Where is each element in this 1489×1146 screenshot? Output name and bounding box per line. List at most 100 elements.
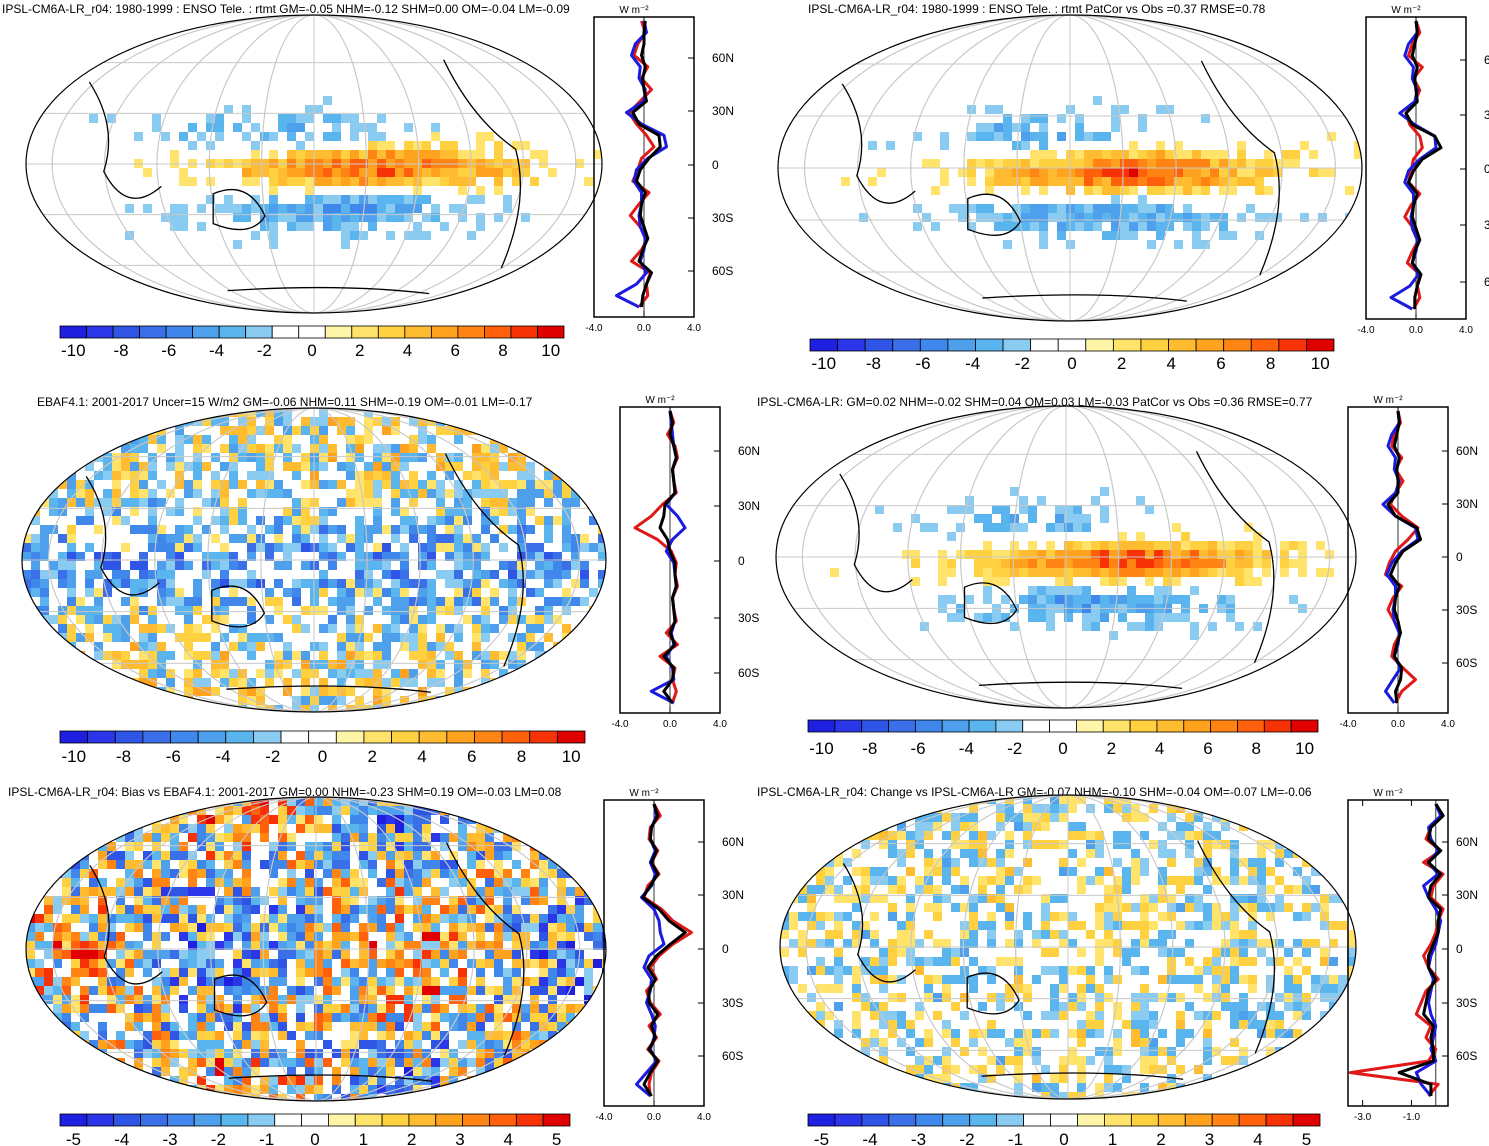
colorbar-tick-label: 6 xyxy=(451,341,460,360)
colorbar-swatch xyxy=(1306,338,1335,352)
longitude-gridline xyxy=(1016,15,1124,321)
colorbar-swatch xyxy=(837,338,866,352)
colorbar-tick-label: 2 xyxy=(407,1130,416,1146)
lat-tick-label: 60N xyxy=(1456,444,1478,458)
colorbar-tick-label: -4 xyxy=(209,341,224,360)
longitude-gridline xyxy=(857,15,1283,321)
colorbar-swatch xyxy=(484,325,512,339)
longitude-gridline xyxy=(262,797,370,1101)
colorbar-tick-label: 10 xyxy=(1295,739,1314,758)
colorbar-tick-label: -4 xyxy=(862,1130,877,1146)
longitude-gridline xyxy=(208,15,420,313)
colorbar-swatch xyxy=(274,1113,302,1127)
lat-tick-label: 0 xyxy=(1456,550,1463,564)
colorbar-tick-label: -3 xyxy=(162,1130,177,1146)
colorbar-tick-label: -4 xyxy=(965,354,980,373)
lat-tick-label: 60N xyxy=(738,444,760,458)
longitude-gridline xyxy=(801,406,1331,708)
colorbar-swatch xyxy=(996,1113,1024,1127)
panel-title: IPSL-CM6A-LR_r04: Change vs IPSL-CM6A-LR… xyxy=(757,785,1312,799)
colorbar-swatch xyxy=(968,719,997,733)
colorbar-swatch xyxy=(1278,338,1307,352)
colorbar-swatch xyxy=(1250,338,1280,352)
panel-1: IPSL-CM6A-LR_r04: 1980-1999 : ENSO Tele.… xyxy=(2,2,734,360)
colorbar-tick-label: 6 xyxy=(1216,354,1225,373)
longitude-gridline xyxy=(858,795,1278,1099)
colorbar-swatch xyxy=(1102,719,1131,733)
panel-5: IPSL-CM6A-LR_r04: Bias vs EBAF4.1: 2001-… xyxy=(8,785,744,1146)
colorbar-swatch xyxy=(381,1113,410,1127)
colorbar-swatch xyxy=(834,719,863,733)
lat-tick-label: 60S xyxy=(1456,1049,1477,1063)
colorbar-swatch xyxy=(995,719,1024,733)
colorbar-tick-label: 4 xyxy=(1167,354,1176,373)
colorbar-swatch xyxy=(1237,719,1265,733)
lat-tick-label: 30N xyxy=(722,888,744,902)
map-border xyxy=(25,14,603,314)
lat-tick-label: 30N xyxy=(738,499,760,513)
colorbar-swatch xyxy=(1210,719,1238,733)
colorbar-swatch xyxy=(170,730,199,744)
coastline xyxy=(842,840,1276,1080)
lat-tick-label: 0 xyxy=(1456,942,1463,956)
lat-tick-label: 6 xyxy=(1484,53,1489,67)
colorbar-swatch xyxy=(1140,338,1169,352)
colorbar-swatch xyxy=(408,1113,437,1127)
longitude-gridline xyxy=(51,15,577,313)
lat-tick-label: 60S xyxy=(712,264,733,278)
lat-tick-label: 30N xyxy=(1456,497,1478,511)
profile-x-tick-label: 4.0 xyxy=(1459,325,1473,336)
profile-x-tick-label: 0.0 xyxy=(1391,719,1405,730)
colorbar-tick-label: -2 xyxy=(211,1130,226,1146)
colorbar-tick-label: -8 xyxy=(862,739,877,758)
colorbar-swatch xyxy=(139,325,167,339)
lat-tick-label: 6 xyxy=(1484,275,1489,289)
colorbar-tick-label: -8 xyxy=(116,747,131,766)
longitude-gridline xyxy=(260,408,368,712)
lat-tick-label: 60N xyxy=(1456,835,1478,849)
colorbar-swatch xyxy=(404,325,432,339)
panel-2: IPSL-CM6A-LR_r04: 1980-1999 : ENSO Tele.… xyxy=(777,2,1489,373)
colorbar-swatch xyxy=(861,1113,890,1127)
map-field xyxy=(778,15,1362,321)
longitude-gridline xyxy=(804,15,1336,321)
longitude-gridline xyxy=(1015,795,1121,1099)
colorbar-swatch xyxy=(87,730,116,744)
colorbar-swatch xyxy=(915,1113,944,1127)
colorbar-swatch xyxy=(489,1113,517,1127)
colorbar-swatch xyxy=(253,730,282,744)
profile-x-tick-label: -4.0 xyxy=(585,323,603,334)
colorbar-tick-label: -6 xyxy=(910,739,925,758)
lat-tick-label: 30N xyxy=(1456,888,1478,902)
map-field xyxy=(776,406,1356,708)
colorbar-swatch xyxy=(1223,338,1252,352)
colorbar-swatch xyxy=(435,1113,464,1127)
profile-series-line xyxy=(641,803,687,1097)
colorbar-swatch xyxy=(418,730,448,744)
colorbar-tick-label: -4 xyxy=(114,1130,129,1146)
colorbar-swatch xyxy=(142,730,171,744)
colorbar-tick-label: -2 xyxy=(1007,739,1022,758)
colorbar-tick-label: 2 xyxy=(368,747,377,766)
longitude-gridline xyxy=(48,408,580,712)
colorbar-swatch xyxy=(430,325,459,339)
colorbar-swatch xyxy=(529,730,558,744)
colorbar-swatch xyxy=(1263,719,1292,733)
colorbar-tick-label: -6 xyxy=(916,354,931,373)
profile-x-tick-label: -4.0 xyxy=(1339,719,1357,730)
profile-unit-label: W m⁻² xyxy=(645,395,675,406)
lat-tick-label: 30S xyxy=(738,611,759,625)
colorbar-tick-label: 5 xyxy=(1302,1130,1311,1146)
panel-6: IPSL-CM6A-LR_r04: Change vs IPSL-CM6A-LR… xyxy=(757,785,1478,1146)
colorbar-swatch xyxy=(247,1113,276,1127)
colorbar-swatch xyxy=(1195,338,1225,352)
zonal-profile: -4.0 0.0 4.0 W m⁻² 6 3 0 3 6 xyxy=(1357,5,1489,336)
colorbar-tick-label: 8 xyxy=(498,341,507,360)
colorbar-swatch xyxy=(391,730,420,744)
colorbar-swatch xyxy=(328,1113,356,1127)
colorbar-tick-label: -2 xyxy=(257,341,272,360)
colorbar-tick-label: 5 xyxy=(552,1130,561,1146)
colorbar-tick-label: 0 xyxy=(318,747,327,766)
colorbar-tick-label: -1 xyxy=(1008,1130,1023,1146)
profile-x-tick-label: 4.0 xyxy=(697,1112,711,1123)
